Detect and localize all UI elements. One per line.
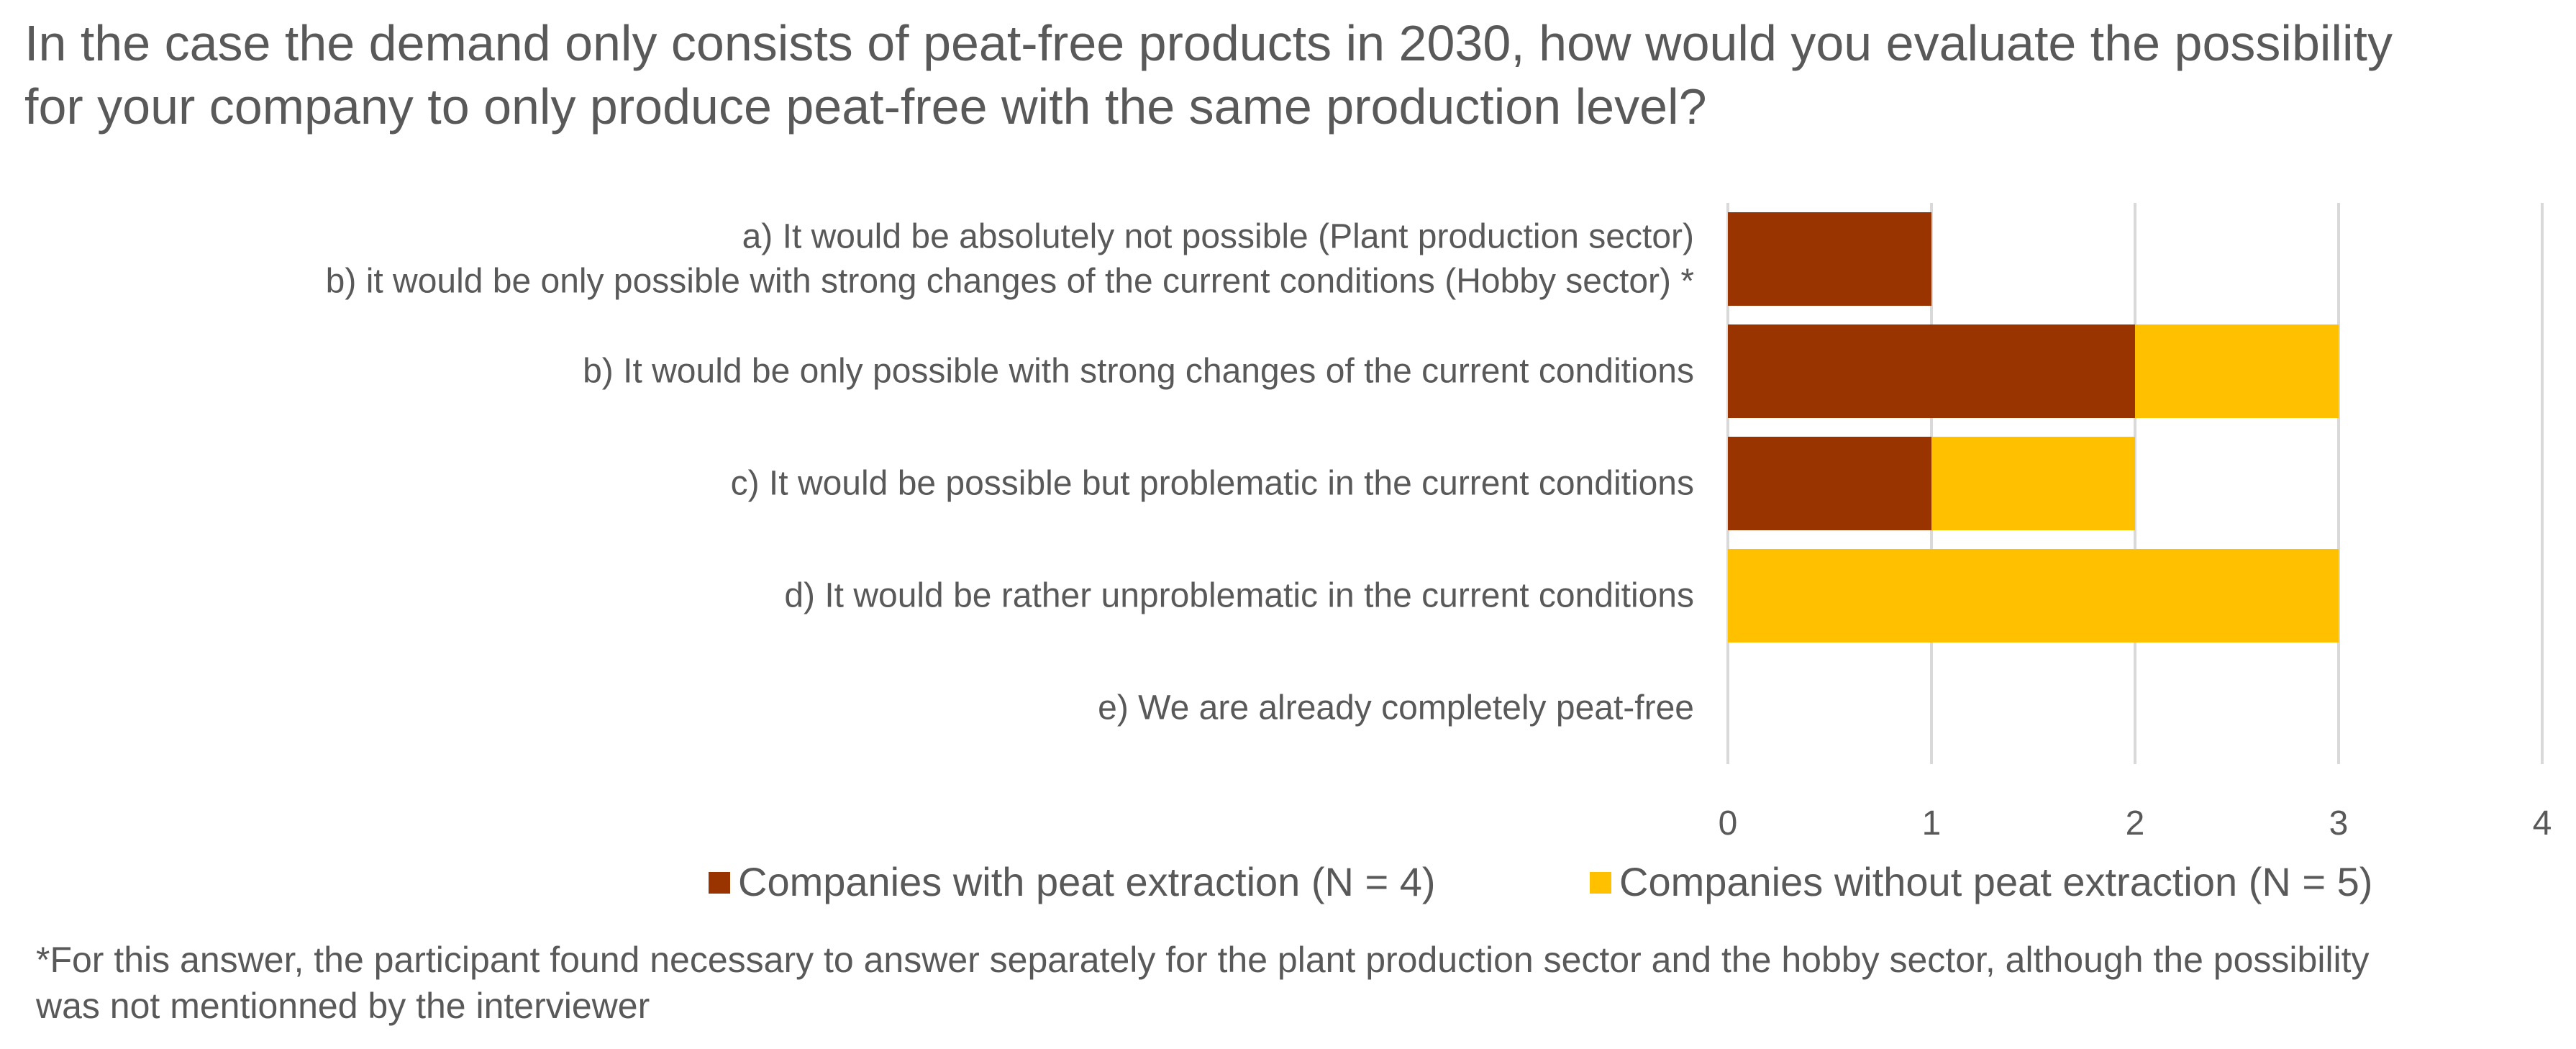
x-tick-label-0: 0	[1719, 804, 1738, 843]
bar-series2-category2	[2135, 324, 2339, 418]
category-label-5: e) We are already completely peat-free	[1098, 689, 1694, 727]
category-label-3: c) It would be possible but problematic …	[731, 465, 1694, 503]
x-tick-label-2: 2	[2126, 804, 2145, 843]
bars	[1728, 212, 2339, 642]
legend: Companies with peat extraction (N = 4) Co…	[709, 859, 2372, 904]
chart-title-line-2: for your company to only produce peat-fr…	[24, 78, 1707, 135]
chart-title-line-1: In the case the demand only consists of …	[24, 15, 2393, 71]
legend-label-2: Companies without peat extraction (N = 5…	[1619, 859, 2372, 904]
x-tick-label-1: 1	[1922, 804, 1942, 843]
footnote-line-2: was not mentionned by the interviewer	[36, 986, 650, 1026]
category-label-1-line-2: b) it would be only possible with strong…	[326, 263, 1694, 301]
x-tick-label-4: 4	[2533, 804, 2552, 843]
stacked-bar-chart: a) It would be absolutely not possible (…	[326, 203, 2552, 904]
category-label-2: b) It would be only possible with strong…	[583, 353, 1694, 391]
category-label-4: d) It would be rather unproblematic in t…	[784, 577, 1694, 615]
footnote-line-1: *For this answer, the participant found …	[36, 940, 2370, 980]
x-tick-label-3: 3	[2329, 804, 2349, 843]
legend-swatch-2	[1590, 872, 1611, 894]
category-label-1-line-1: a) It would be absolutely not possible (…	[742, 218, 1694, 256]
category-labels: a) It would be absolutely not possible (…	[326, 218, 1694, 727]
legend-label-1: Companies with peat extraction (N = 4)	[738, 859, 1436, 904]
bar-series2-category3	[1931, 437, 2135, 530]
bar-series1-category1	[1728, 212, 1931, 306]
bar-series1-category2	[1728, 324, 2135, 418]
bar-series1-category3	[1728, 437, 1931, 530]
footnote: *For this answer, the participant found …	[36, 937, 2554, 1029]
bar-series2-category4	[1728, 549, 2339, 642]
chart-title: In the case the demand only consists of …	[24, 12, 2557, 138]
legend-swatch-1	[709, 872, 730, 894]
x-axis-ticks: 0 1 2 3 4	[1719, 804, 2552, 843]
